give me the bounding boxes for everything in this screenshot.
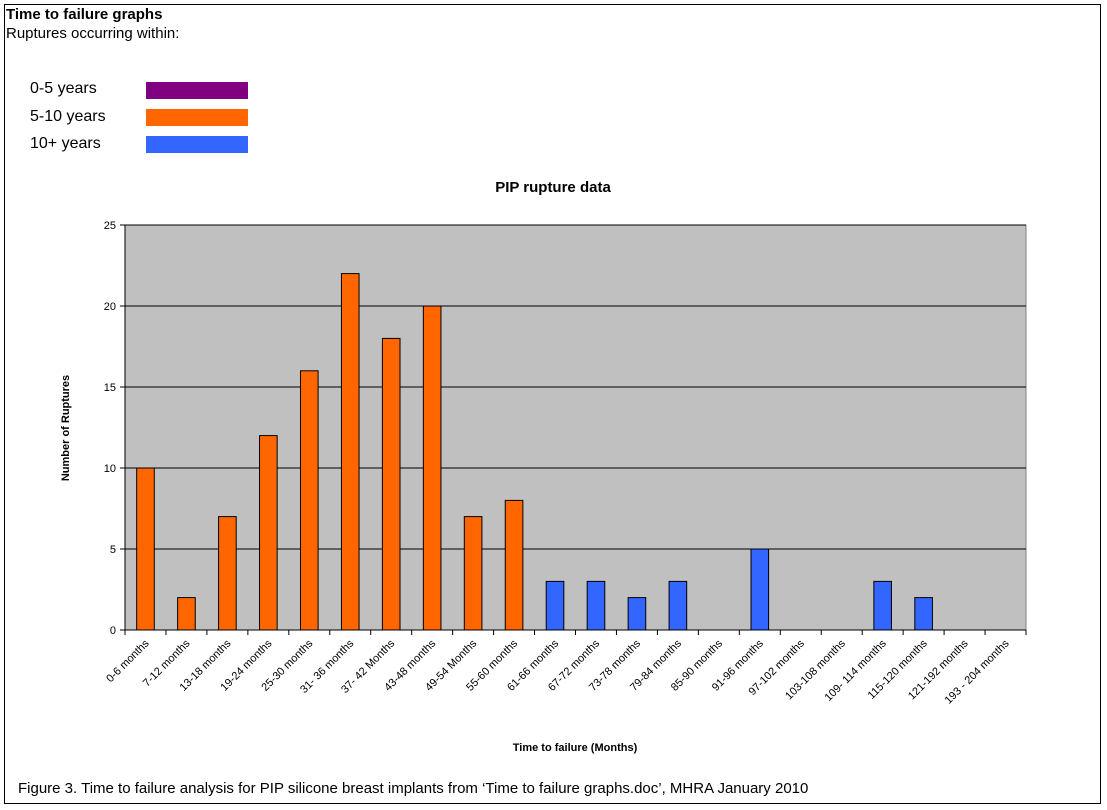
y-tick-label: 15: [104, 382, 116, 394]
bar: [218, 516, 237, 631]
legend-item-0-5-years: 0-5 years: [30, 80, 130, 98]
legend-item-10-plus-years: 10+ years: [30, 135, 130, 153]
bar: [136, 467, 155, 631]
bar: [627, 597, 647, 631]
bar: [259, 435, 278, 631]
bar: [873, 580, 892, 631]
legend-swatch-orange: [146, 109, 248, 126]
legend-item-5-10-years: 5-10 years: [30, 108, 130, 126]
bar: [422, 305, 442, 631]
bar: [463, 516, 483, 631]
bar: [504, 499, 524, 631]
bar: [914, 597, 933, 631]
page-subtitle: Ruptures occurring within:: [6, 25, 180, 42]
y-tick-label: 0: [110, 625, 116, 637]
bar: [668, 580, 688, 631]
x-axis-label: Time to failure (Months): [513, 742, 638, 754]
legend-label: 10+ years: [30, 135, 101, 152]
bar: [299, 370, 319, 631]
figure-caption: Figure 3. Time to failure analysis for P…: [18, 780, 809, 797]
y-tick-label: 10: [104, 463, 116, 475]
y-tick-label: 20: [104, 301, 116, 313]
y-axis-label: Number of Ruptures: [60, 375, 72, 481]
legend-swatch-purple: [146, 82, 248, 99]
bar: [340, 273, 360, 631]
legend-label: 5-10 years: [30, 108, 106, 125]
bar: [750, 548, 770, 631]
bar: [586, 580, 606, 631]
chart-title: PIP rupture data: [495, 179, 611, 196]
bar: [177, 597, 196, 631]
legend-swatch-blue: [146, 136, 248, 153]
legend-label: 0-5 years: [30, 80, 97, 97]
bar-chart: PIP rupture data Number of Ruptures Time…: [60, 179, 1027, 754]
bar: [545, 580, 565, 631]
page-title: Time to failure graphs: [6, 6, 163, 23]
bar: [381, 337, 401, 631]
y-tick-label: 5: [110, 544, 116, 556]
y-tick-label: 25: [104, 220, 116, 232]
